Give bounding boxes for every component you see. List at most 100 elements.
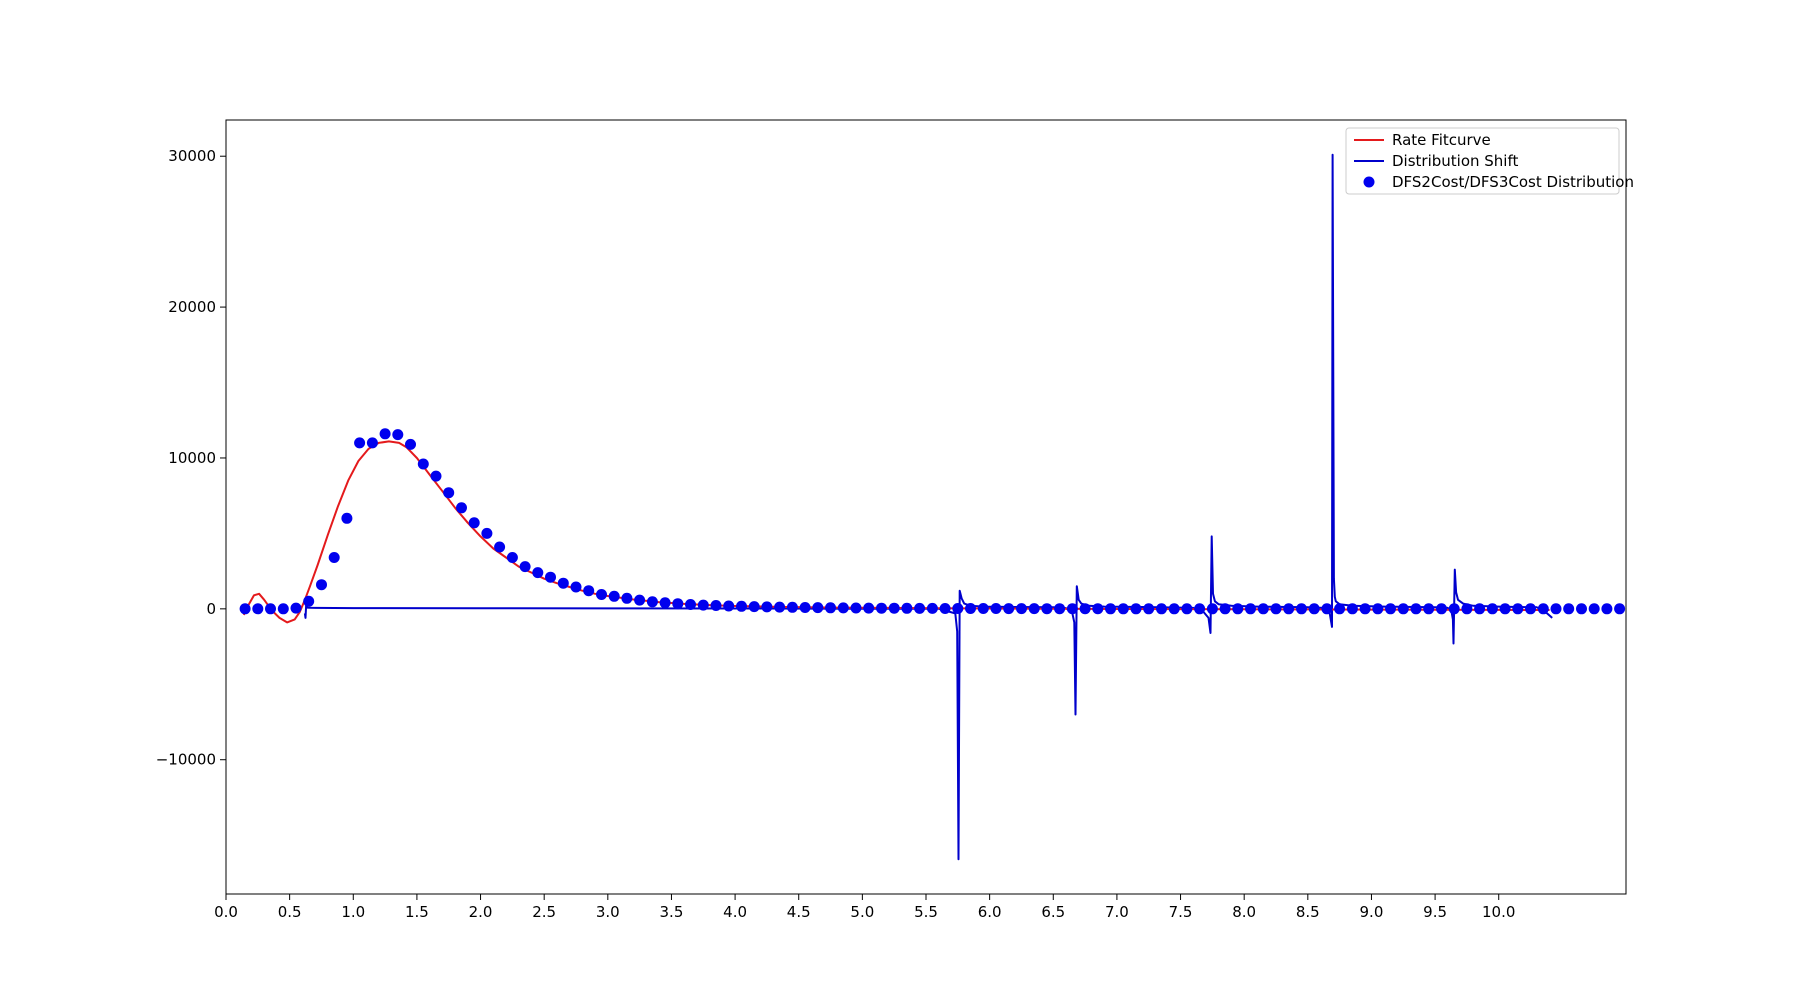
x-tick-label: 8.5 bbox=[1296, 903, 1320, 921]
scatter-point bbox=[1397, 603, 1409, 615]
scatter-point bbox=[888, 602, 900, 614]
scatter-point bbox=[430, 470, 442, 482]
scatter-point bbox=[443, 487, 455, 499]
scatter-point bbox=[825, 602, 836, 614]
y-axis: −10000 0 10000 20000 30000 bbox=[156, 147, 226, 769]
x-tick-label: 0.0 bbox=[214, 903, 238, 921]
scatter-point bbox=[1550, 603, 1562, 615]
scatter-point bbox=[532, 567, 544, 579]
scatter-point bbox=[354, 437, 366, 449]
scatter-point bbox=[608, 590, 620, 602]
legend-swatch-dot bbox=[1363, 176, 1375, 188]
y-tick-label: 20000 bbox=[168, 298, 216, 316]
scatter-point bbox=[914, 602, 926, 614]
scatter-point bbox=[1321, 603, 1333, 615]
scatter-point bbox=[1372, 603, 1384, 615]
scatter-point bbox=[952, 603, 964, 614]
scatter-point bbox=[1537, 603, 1549, 615]
scatter-point bbox=[876, 602, 887, 614]
scatter-point bbox=[812, 602, 824, 614]
x-tick-label: 10.0 bbox=[1482, 903, 1515, 921]
legend-label: Rate Fitcurve bbox=[1392, 131, 1491, 149]
scatter-point bbox=[736, 600, 747, 612]
x-tick-label: 1.5 bbox=[405, 903, 429, 921]
x-tick-label: 9.0 bbox=[1360, 903, 1384, 921]
y-tick-label: 30000 bbox=[168, 147, 216, 165]
scatter-point bbox=[990, 603, 1002, 614]
scatter-point bbox=[1028, 603, 1040, 615]
x-tick-label: 5.0 bbox=[850, 903, 874, 921]
scatter-point bbox=[659, 597, 671, 609]
scatter-point bbox=[1181, 603, 1193, 615]
scatter-point bbox=[1563, 603, 1575, 615]
x-tick-label: 8.0 bbox=[1232, 903, 1256, 921]
scatter-point bbox=[1206, 603, 1218, 615]
scatter-point bbox=[252, 603, 264, 615]
scatter-point bbox=[1117, 603, 1129, 615]
scatter-point bbox=[646, 596, 658, 608]
scatter-point bbox=[1423, 603, 1435, 615]
scatter-point bbox=[303, 595, 315, 607]
scatter-point bbox=[290, 602, 302, 614]
scatter-point bbox=[1474, 603, 1486, 615]
scatter-point bbox=[1066, 603, 1078, 615]
scatter-point bbox=[341, 512, 353, 524]
y-tick-label: −10000 bbox=[156, 751, 216, 769]
scatter-point bbox=[519, 561, 531, 573]
x-tick-label: 2.0 bbox=[469, 903, 493, 921]
scatter-point bbox=[697, 599, 709, 611]
scatter-point bbox=[977, 603, 989, 614]
scatter-point bbox=[901, 602, 913, 614]
scatter-point bbox=[405, 438, 416, 450]
x-tick-label: 7.5 bbox=[1169, 903, 1193, 921]
legend-label: Distribution Shift bbox=[1392, 152, 1518, 170]
scatter-point bbox=[1410, 603, 1422, 615]
scatter-point bbox=[417, 458, 429, 470]
x-tick-label: 4.5 bbox=[787, 903, 811, 921]
scatter-point bbox=[1359, 603, 1371, 615]
scatter-point bbox=[265, 603, 276, 615]
scatter-point bbox=[1283, 603, 1295, 615]
x-tick-label: 4.0 bbox=[723, 903, 747, 921]
x-axis: 0.0 0.5 1.0 1.5 2.0 2.5 3.0 3.5 4.0 4.5 5.0 5.5 6.0 6… bbox=[214, 894, 1515, 921]
x-tick-label: 7.0 bbox=[1105, 903, 1129, 921]
scatter-point bbox=[926, 602, 938, 614]
scatter-point bbox=[596, 589, 607, 600]
x-tick-label: 0.5 bbox=[278, 903, 302, 921]
scatter-point bbox=[761, 601, 773, 613]
scatter-point bbox=[1601, 603, 1613, 615]
scatter-point bbox=[366, 437, 378, 449]
scatter-point bbox=[774, 601, 786, 613]
scatter-point bbox=[1461, 603, 1473, 615]
scatter-point bbox=[1308, 603, 1320, 615]
x-tick-label: 9.5 bbox=[1423, 903, 1447, 921]
legend: Rate Fitcurve Distribution Shift DFS2Cost/… bbox=[1345, 127, 1634, 195]
scatter-point bbox=[1576, 603, 1587, 615]
scatter-point bbox=[379, 428, 391, 440]
scatter-point bbox=[1168, 603, 1180, 615]
x-tick-label: 2.5 bbox=[532, 903, 556, 921]
scatter-point bbox=[799, 602, 811, 613]
scatter-point bbox=[494, 541, 506, 553]
scatter-point bbox=[1016, 603, 1027, 615]
scatter-point bbox=[634, 594, 646, 606]
scatter-point bbox=[456, 502, 467, 514]
legend-label: DFS2Cost/DFS3Cost Distribution bbox=[1392, 173, 1634, 191]
scatter-point bbox=[1105, 603, 1116, 615]
scatter-point bbox=[710, 600, 722, 611]
scatter-point bbox=[506, 552, 518, 563]
scatter-point bbox=[277, 603, 289, 615]
scatter-point bbox=[723, 600, 735, 612]
scatter-point bbox=[1194, 603, 1206, 615]
scatter-point bbox=[850, 602, 862, 614]
y-tick-label: 0 bbox=[206, 600, 216, 618]
scatter-point bbox=[1270, 603, 1282, 615]
scatter-point bbox=[392, 429, 404, 441]
scatter-point bbox=[1219, 603, 1231, 615]
x-tick-label: 3.0 bbox=[596, 903, 620, 921]
scatter-point bbox=[1614, 603, 1626, 615]
scatter-point bbox=[1041, 603, 1053, 615]
scatter-point bbox=[1385, 603, 1396, 615]
x-tick-label: 3.5 bbox=[660, 903, 684, 921]
scatter-point bbox=[748, 601, 760, 613]
